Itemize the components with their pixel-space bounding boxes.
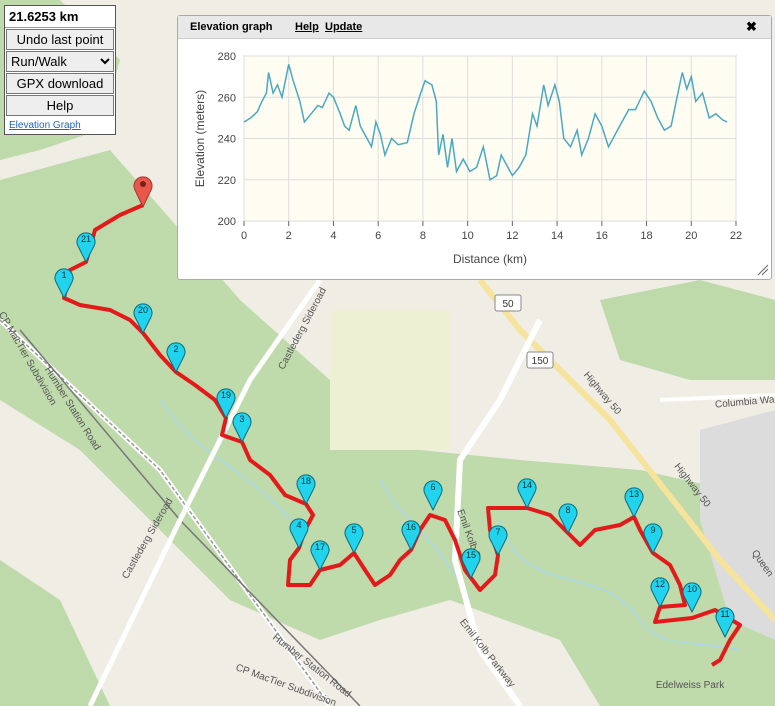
elevation-panel: Elevation graph Help Update ✖ 200 220 240 2… bbox=[177, 15, 772, 280]
x-tick-label: 0 bbox=[241, 230, 247, 242]
marker-label: 6 bbox=[430, 482, 435, 492]
marker-pin bbox=[461, 548, 481, 580]
undo-button[interactable]: Undo last point bbox=[6, 29, 114, 50]
marker-label: 13 bbox=[629, 489, 639, 499]
help-button[interactable]: Help bbox=[6, 95, 114, 116]
x-tick-label: 4 bbox=[330, 230, 336, 242]
x-tick-label: 22 bbox=[730, 230, 742, 242]
marker-pin bbox=[76, 232, 96, 264]
marker-label: 19 bbox=[221, 390, 231, 400]
mode-select[interactable]: Run/Walk bbox=[6, 51, 114, 72]
marker-pin bbox=[133, 303, 153, 335]
y-tick-label: 280 bbox=[218, 51, 236, 63]
marker-pin bbox=[682, 582, 702, 614]
marker-label: 1 bbox=[61, 270, 66, 280]
x-tick-label: 12 bbox=[506, 230, 518, 242]
resize-grip bbox=[757, 264, 769, 276]
elevation-link[interactable]: Elevation Graph bbox=[9, 120, 81, 131]
marker-label: 15 bbox=[466, 550, 476, 560]
x-axis-label: Distance (km) bbox=[453, 252, 527, 266]
x-tick-label: 18 bbox=[640, 230, 652, 242]
y-tick-label: 260 bbox=[218, 92, 236, 104]
map-label: Edelweiss Park bbox=[656, 680, 725, 691]
roads bbox=[0, 278, 775, 706]
x-tick-label: 8 bbox=[420, 230, 426, 242]
marker-pin bbox=[517, 478, 537, 510]
marker-label: 18 bbox=[301, 476, 311, 486]
marker-pin bbox=[715, 607, 735, 639]
panel-help[interactable]: Help bbox=[295, 21, 319, 33]
x-tick-label: 10 bbox=[462, 230, 474, 242]
distance: 21.6253 km bbox=[5, 6, 115, 28]
route bbox=[62, 203, 742, 667]
route-shield-label: 50 bbox=[502, 299, 514, 310]
marker-pin bbox=[289, 518, 309, 550]
marker-pin bbox=[216, 388, 236, 420]
route-shield bbox=[494, 294, 522, 312]
marker-label: 14 bbox=[522, 480, 532, 490]
y-tick-label: 240 bbox=[218, 134, 236, 146]
panel-title: Elevation graph bbox=[190, 21, 273, 33]
gpx-button[interactable]: GPX download bbox=[6, 73, 114, 94]
marker-label: 16 bbox=[406, 522, 416, 532]
marker-label: 5 bbox=[351, 525, 356, 535]
marker-pin bbox=[344, 523, 364, 555]
start-pin bbox=[133, 176, 153, 209]
marker-label: 12 bbox=[655, 579, 665, 589]
marker-pin bbox=[54, 268, 74, 300]
elevation-line bbox=[243, 64, 728, 182]
panel-header: Elevation graph Help Update ✖ bbox=[178, 16, 771, 39]
marker-label: 8 bbox=[565, 505, 570, 515]
x-tick-label: 14 bbox=[551, 230, 563, 242]
marker-label: 2 bbox=[173, 344, 178, 354]
panel-update[interactable]: Update bbox=[325, 21, 363, 33]
x-tick-label: 16 bbox=[596, 230, 608, 242]
marker-label: 3 bbox=[239, 414, 244, 424]
marker-label: 20 bbox=[138, 305, 148, 315]
marker-pin bbox=[423, 480, 443, 512]
panel-close[interactable]: ✖ bbox=[746, 19, 757, 34]
marker-pin bbox=[401, 520, 421, 552]
y-axis-label: Elevation (meters) bbox=[193, 90, 207, 187]
marker-pin bbox=[624, 487, 644, 519]
x-tick-label: 20 bbox=[685, 230, 697, 242]
route-shield bbox=[526, 351, 554, 369]
marker-pin bbox=[643, 523, 663, 555]
marker-pin bbox=[296, 474, 316, 506]
marker-label: 11 bbox=[720, 609, 729, 619]
marker-pin bbox=[166, 342, 186, 374]
marker-pin bbox=[232, 412, 252, 444]
elevation-chart: 200 220 240 260 280 0 2 4 6 8 10 12 14 16 18 20 22 Distan… bbox=[193, 51, 769, 276]
field bbox=[330, 310, 450, 450]
map-label: Columbia Wa bbox=[715, 394, 775, 410]
marker-label: 9 bbox=[650, 525, 655, 535]
x-tick-label: 2 bbox=[286, 230, 292, 242]
marker-pin bbox=[650, 577, 670, 609]
x-tick-label: 6 bbox=[375, 230, 381, 242]
marker-label: 10 bbox=[687, 584, 697, 594]
marker-pin bbox=[488, 525, 508, 557]
marker-label: 17 bbox=[315, 542, 325, 552]
route-shield-label: 150 bbox=[532, 356, 549, 367]
marker-pin bbox=[558, 503, 578, 535]
marker-pin bbox=[310, 540, 330, 572]
urban bbox=[700, 410, 775, 640]
y-tick-label: 220 bbox=[218, 175, 236, 187]
marker-label: 4 bbox=[296, 520, 301, 530]
y-tick-label: 200 bbox=[218, 216, 236, 228]
toolbar: 21.6253 km Undo last point Run/Walk GPX … bbox=[4, 5, 116, 135]
marker-label: 7 bbox=[495, 527, 500, 537]
marker-label: 21 bbox=[81, 234, 91, 244]
